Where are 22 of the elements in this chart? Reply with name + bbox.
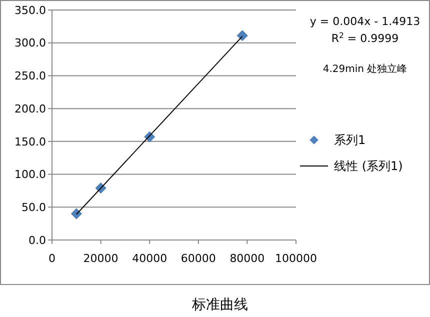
point — [236, 30, 248, 42]
legend-label: 线性 (系列1) — [334, 159, 403, 174]
x-tick-label: 20000 — [83, 252, 118, 265]
text: R$^{2}$ = 0.9999 — [331, 30, 399, 45]
y-tick-label: 50.0 — [22, 200, 46, 214]
y-tick-label: 350.0 — [14, 4, 46, 17]
x-tick-label: 100000 — [275, 252, 317, 265]
text: 标准曲线 — [191, 297, 248, 313]
x-tick-label: 80000 — [230, 252, 265, 265]
legend-label: 系列1 — [334, 133, 366, 148]
y-tick-label: 200.0 — [14, 102, 46, 116]
y-tick-label: 150.0 — [14, 135, 46, 148]
y-tick-label: 250.0 — [14, 70, 46, 83]
y-tick-label: 300.0 — [14, 36, 46, 50]
text: 4.29min 处独立峰 — [322, 63, 408, 75]
y-tick-label: 100.0 — [14, 168, 46, 182]
point — [70, 208, 82, 220]
x-tick-label: 40000 — [132, 252, 168, 265]
text: y = 0.004x - 1.4913 — [310, 15, 420, 28]
y-tick-label: 0.0 — [28, 234, 46, 247]
x-tick-label: 0 — [48, 252, 56, 265]
x-tick-label: 60000 — [180, 252, 216, 265]
